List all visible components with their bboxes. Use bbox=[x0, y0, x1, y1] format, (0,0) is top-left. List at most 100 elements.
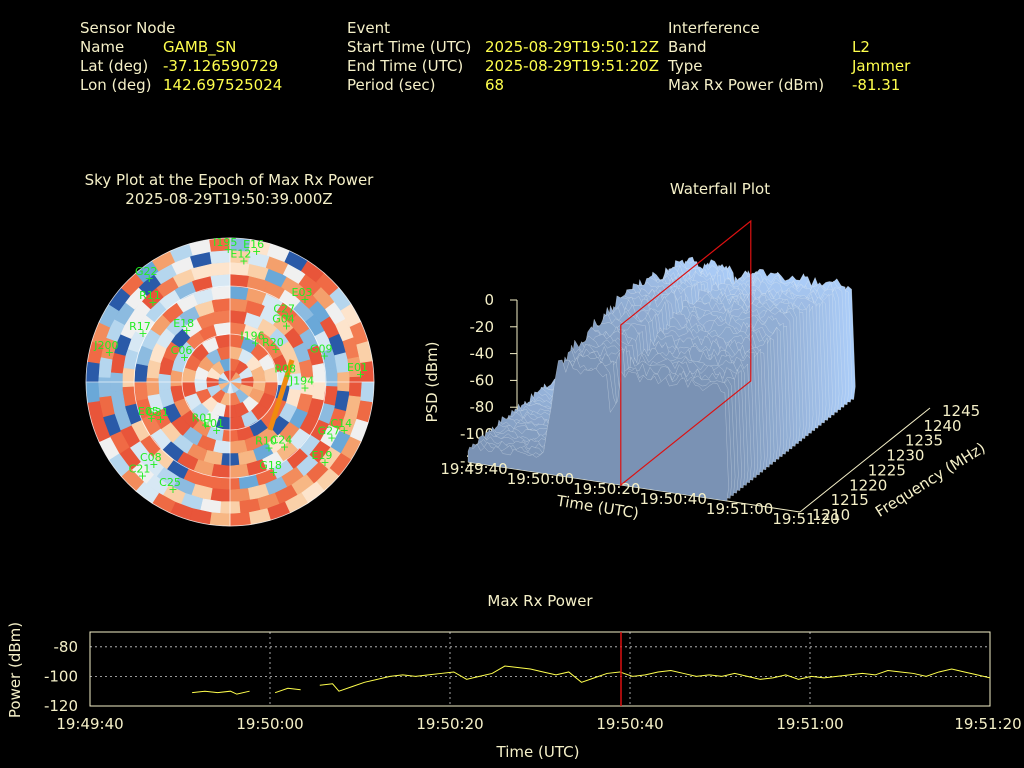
power-series-line bbox=[192, 690, 250, 695]
power-x-tick-label: 19:50:40 bbox=[596, 715, 663, 733]
satellite-marker: + bbox=[148, 296, 157, 309]
skyplot-jammer-track bbox=[267, 359, 295, 431]
waterfall-z-tick-label: -20 bbox=[470, 318, 495, 336]
power-title: Max Rx Power bbox=[487, 592, 593, 610]
satellite-marker: + bbox=[168, 483, 177, 496]
skyplot-title: Sky Plot at the Epoch of Max Rx Power bbox=[84, 171, 374, 189]
satellite-marker: + bbox=[327, 432, 336, 445]
satellite-label: E18 bbox=[173, 317, 194, 330]
power-y-label: Power (dBm) bbox=[6, 622, 24, 718]
satellite-label: J194 bbox=[289, 375, 314, 388]
satellite-marker: + bbox=[300, 293, 309, 306]
event-heading: Event bbox=[347, 19, 390, 37]
waterfall-z-tick-label: 0 bbox=[484, 291, 494, 309]
interference-band-value: L2 bbox=[852, 38, 870, 56]
interference-maxpower-label: Max Rx Power (dBm) bbox=[668, 76, 825, 94]
satellite-label: E16 bbox=[243, 238, 264, 251]
satellite-label: I196 bbox=[240, 330, 264, 343]
satellite-marker: + bbox=[147, 412, 156, 425]
satellite-marker: + bbox=[284, 369, 293, 382]
satellite-label: R11 bbox=[139, 289, 161, 302]
sensor-lon-value: 142.697525024 bbox=[163, 76, 283, 94]
satellite-label: G31 bbox=[146, 406, 169, 419]
satellite-marker: + bbox=[340, 424, 349, 437]
event-start-label: Start Time (UTC) bbox=[347, 38, 472, 56]
power-y-tick-label: -100 bbox=[44, 667, 78, 685]
waterfall-time-tick-label: 19:49:40 bbox=[440, 460, 507, 478]
satellite-label: R10 bbox=[255, 434, 277, 447]
waterfall-time-tick-label: 19:51:20 bbox=[772, 510, 839, 528]
power-x-tick-label: 19:49:40 bbox=[56, 715, 123, 733]
event-start-value: 2025-08-29T19:50:12Z bbox=[485, 38, 659, 56]
waterfall-freq-tick-label: 1245 bbox=[942, 402, 980, 420]
satellite-marker: + bbox=[224, 243, 233, 256]
satellite-marker: + bbox=[264, 441, 273, 454]
satellite-label: R01 bbox=[192, 411, 214, 424]
waterfall-freq-axis-line bbox=[799, 407, 931, 513]
satellite-label: E19 bbox=[311, 449, 332, 462]
power-x-tick-label: 19:50:00 bbox=[236, 715, 303, 733]
satellite-marker: + bbox=[252, 245, 261, 258]
interference-type-value: Jammer bbox=[852, 57, 911, 75]
satellite-label: G09 bbox=[310, 342, 333, 355]
waterfall-freq-tick-label: 1230 bbox=[886, 447, 924, 465]
satellite-label: C25 bbox=[159, 476, 181, 489]
power-plot-frame bbox=[89, 631, 991, 707]
sensor-lon-label: Lon (deg) bbox=[80, 76, 152, 94]
satellite-marker: + bbox=[282, 320, 291, 333]
satellite-label: G18 bbox=[259, 459, 282, 472]
event-end-label: End Time (UTC) bbox=[347, 57, 464, 75]
waterfall-z-tick-label: -60 bbox=[470, 371, 495, 389]
sensor-lat-label: Lat (deg) bbox=[80, 57, 149, 75]
satellite-label: I195 bbox=[213, 236, 237, 249]
satellite-marker: + bbox=[356, 368, 365, 381]
satellite-marker: + bbox=[251, 337, 260, 350]
satellite-marker: + bbox=[239, 255, 248, 268]
waterfall-freq-tick-label: 1220 bbox=[849, 476, 887, 494]
satellite-label: C14 bbox=[330, 417, 352, 430]
satellite-marker: + bbox=[300, 382, 309, 395]
satellite-marker: + bbox=[180, 351, 189, 364]
power-x-tick-label: 19:51:00 bbox=[776, 715, 843, 733]
event-period-label: Period (sec) bbox=[347, 76, 436, 94]
satellite-label: E03 bbox=[292, 286, 313, 299]
waterfall-freq-tick-label: 1225 bbox=[868, 461, 906, 479]
waterfall-freq-tick-label: 1240 bbox=[923, 417, 961, 435]
waterfall-time-tick-label: 19:50:00 bbox=[507, 470, 574, 488]
waterfall-z-tick-label: -80 bbox=[470, 398, 495, 416]
power-x-tick-label: 19:51:20 bbox=[954, 715, 1021, 733]
waterfall-time-tick-label: 19:50:40 bbox=[640, 490, 707, 508]
power-series-line bbox=[319, 665, 991, 692]
skyplot-satellites: +G22+I195+E16+E12+R11 +E03+R17 +E18+C27+G0… bbox=[93, 236, 368, 496]
satellite-label: C06 bbox=[171, 344, 193, 357]
skyplot-grid bbox=[85, 237, 375, 527]
satellite-label: C08 bbox=[140, 451, 162, 464]
waterfall-title: Waterfall Plot bbox=[669, 180, 771, 198]
power-y-tick-label: -80 bbox=[54, 638, 79, 656]
satellite-marker: + bbox=[149, 458, 158, 471]
satellite-label: C27 bbox=[273, 303, 295, 316]
waterfall-freq-tick-label: 1215 bbox=[831, 491, 869, 509]
event-end-value: 2025-08-29T19:51:20Z bbox=[485, 57, 659, 75]
waterfall-freq-tick-label: 1210 bbox=[812, 506, 850, 524]
waterfall-strip bbox=[467, 359, 729, 502]
satellite-label: G27 bbox=[318, 425, 341, 438]
satellite-label: R20 bbox=[262, 336, 284, 349]
satellite-label: E01 bbox=[203, 417, 224, 430]
interference-maxpower-value: -81.31 bbox=[852, 76, 901, 94]
satellite-marker: + bbox=[201, 418, 210, 431]
satellite-label: E05 bbox=[138, 405, 159, 418]
interference-band-label: Band bbox=[668, 38, 707, 56]
satellite-label: C21 bbox=[129, 463, 151, 476]
satellite-marker: + bbox=[283, 310, 292, 323]
satellite-marker: + bbox=[156, 413, 165, 426]
sensor-name-value: GAMB_SN bbox=[163, 38, 237, 56]
satellite-marker: + bbox=[182, 324, 191, 337]
satellite-label: R17 bbox=[129, 320, 151, 333]
satellite-marker: + bbox=[138, 327, 147, 340]
satellite-marker: + bbox=[105, 346, 114, 359]
satellite-marker: + bbox=[138, 470, 147, 483]
power-x-label: Time (UTC) bbox=[496, 743, 580, 761]
